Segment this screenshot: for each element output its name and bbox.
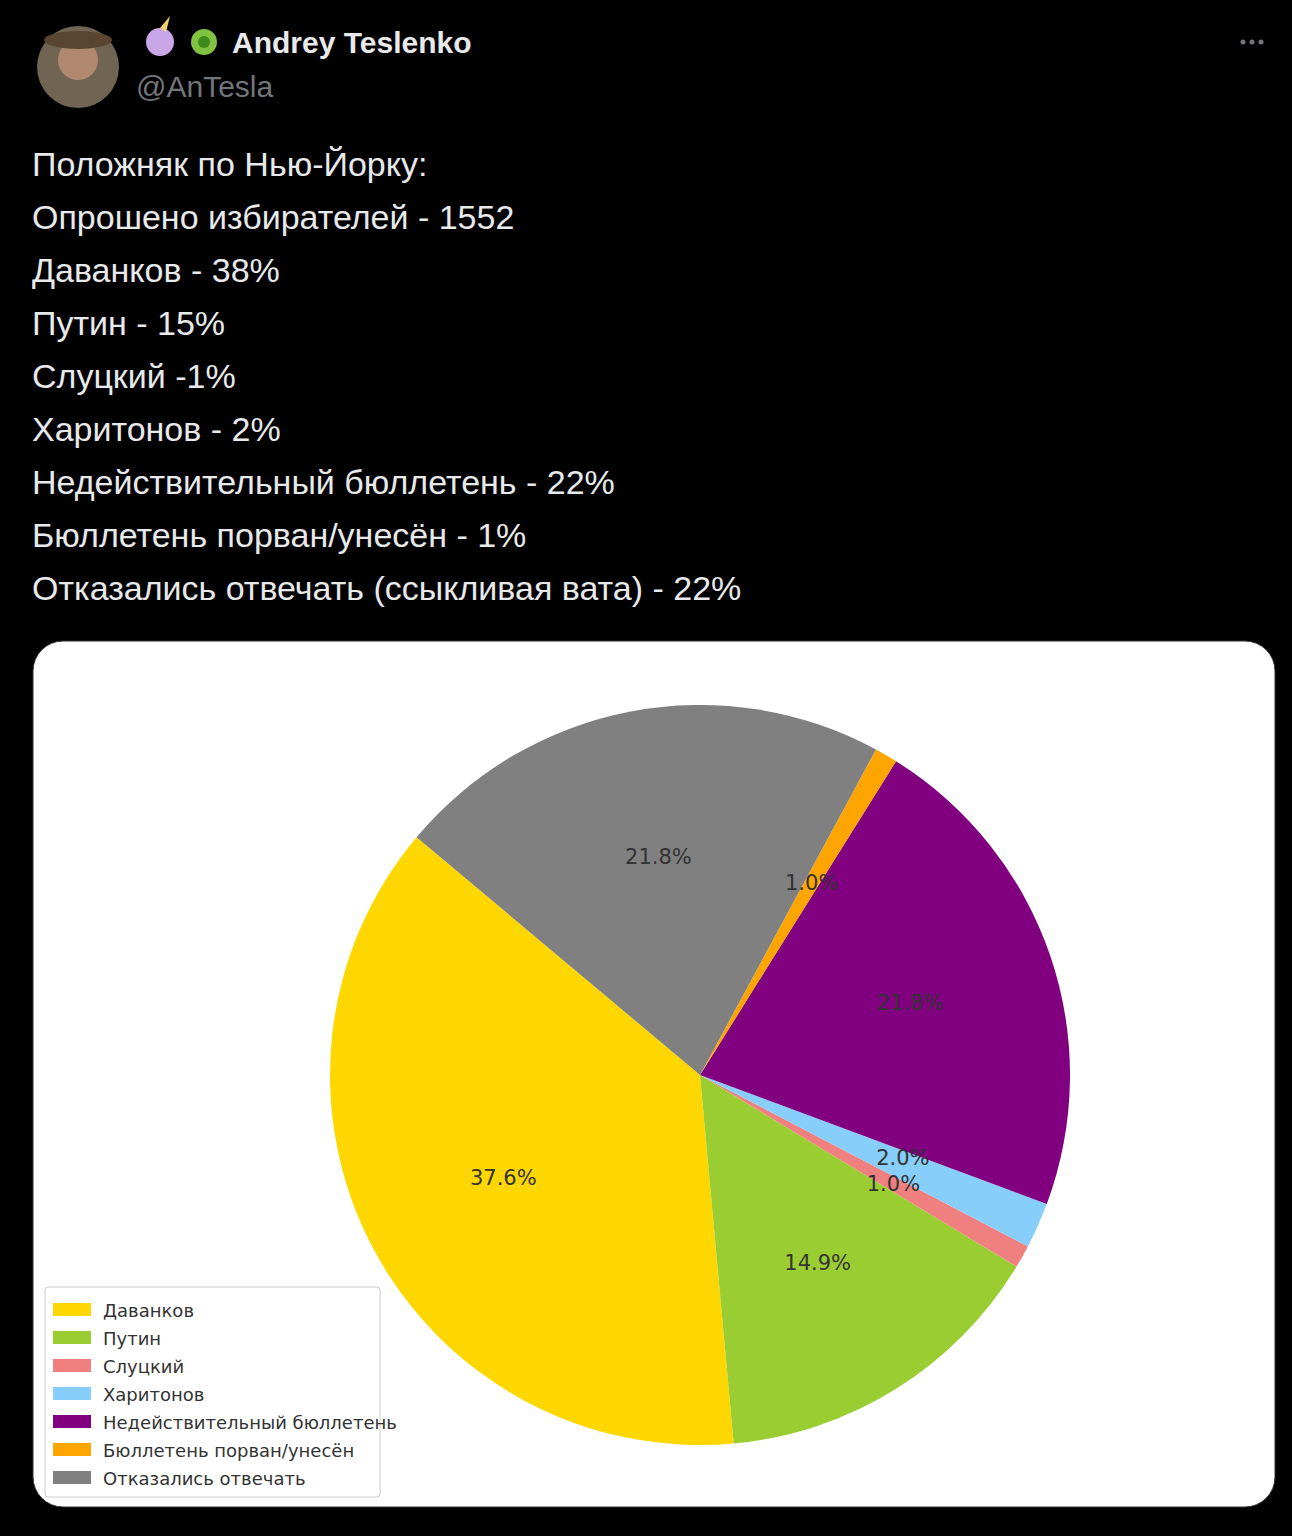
tweet-line: Отказались отвечать (ссыкливая вата) - 2… (32, 569, 741, 607)
icon-unicorn-horn (160, 16, 170, 32)
legend-label: Недействительный бюллетень (103, 1412, 397, 1433)
more-button[interactable] (1259, 40, 1264, 45)
data-label: 1.0% (867, 1172, 920, 1196)
legend-swatch (53, 1415, 91, 1428)
tweet-line: Слуцкий -1% (32, 357, 236, 395)
tweet-line: Недействительный бюллетень - 22% (32, 463, 615, 501)
tweet-line: Положняк по Нью-Йорку: (32, 145, 427, 183)
legend-label: Слуцкий (103, 1356, 184, 1377)
tweet-line: Опрошено избирателей - 1552 (32, 198, 514, 236)
pie-slice (417, 705, 876, 1075)
icon-microbe-core (198, 36, 210, 48)
data-label: 14.9% (784, 1251, 851, 1275)
legend-label: Путин (103, 1328, 161, 1349)
legend-swatch (53, 1359, 91, 1372)
legend-swatch (53, 1303, 91, 1316)
background (0, 0, 1292, 1536)
legend-label: Бюллетень порван/унесён (103, 1440, 354, 1461)
pie (330, 705, 1070, 1445)
legend: Даванков Путин Слуцкий Харитонов Недействите… (45, 1287, 397, 1497)
data-label: 21.8% (877, 991, 944, 1015)
legend-label: Харитонов (103, 1384, 204, 1405)
legend-box (45, 1287, 380, 1497)
legend-swatch (53, 1471, 91, 1484)
legend-swatch (53, 1387, 91, 1400)
data-label: 21.8% (625, 845, 692, 869)
data-labels: 37.6%14.9%1.0%2.0%21.8%1.0%21.8% (470, 845, 944, 1275)
data-label: 37.6% (470, 1166, 537, 1190)
author-name: Andrey Teslenko (232, 26, 472, 59)
avatar (37, 26, 119, 108)
legend-swatch (53, 1331, 91, 1344)
tweet-line: Бюллетень порван/унесён - 1% (32, 516, 526, 554)
avatar-hat (44, 31, 112, 49)
legend-swatch (53, 1443, 91, 1456)
page: Andrey Teslenko @AnTesla Положняк по Нью-Й… (0, 0, 1292, 1536)
author-handle: @AnTesla (136, 70, 273, 103)
tweet-line: Путин - 15% (32, 304, 225, 342)
data-label: 2.0% (876, 1146, 929, 1170)
tweet-line: Даванков - 38% (32, 251, 280, 289)
data-label: 1.0% (785, 871, 838, 895)
more-button[interactable] (1241, 40, 1246, 45)
tweet-line: Харитонов - 2% (32, 410, 281, 448)
chart-card (33, 641, 1275, 1507)
legend-label: Даванков (103, 1300, 194, 1321)
more-button[interactable] (1250, 40, 1255, 45)
legend-label: Отказались отвечать (103, 1468, 306, 1489)
icon-microbe (191, 29, 217, 55)
icon-unicorn (146, 28, 174, 56)
